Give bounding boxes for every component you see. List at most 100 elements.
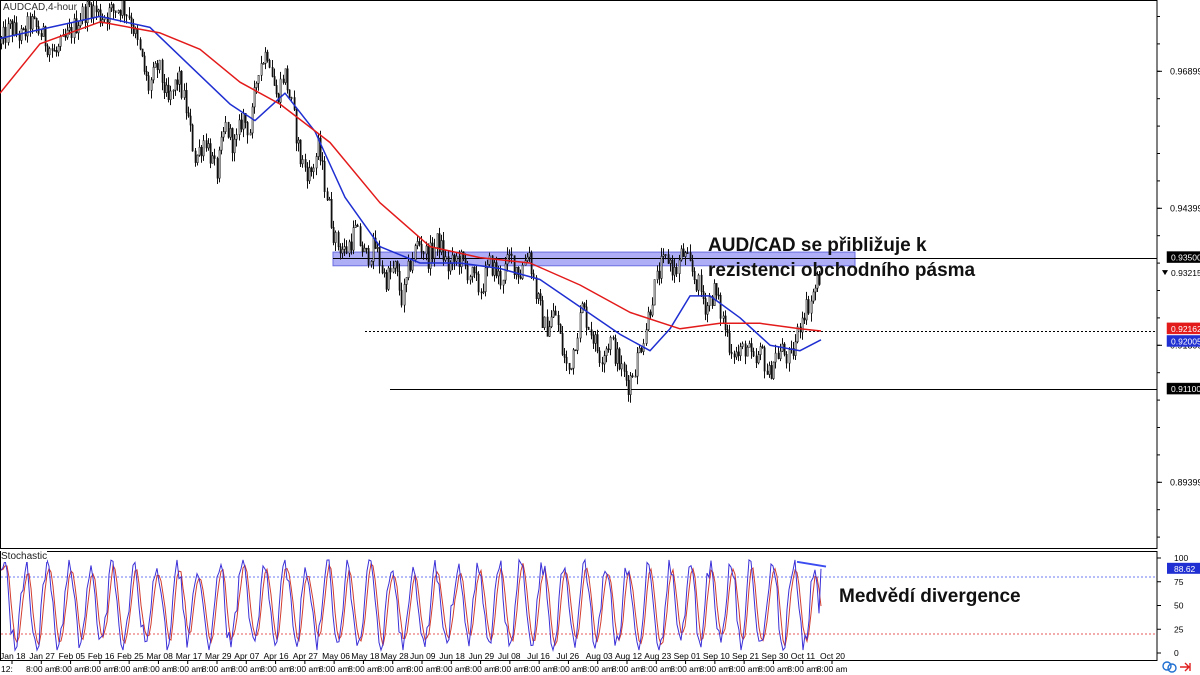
time-axis-date-label: Sep 01	[674, 651, 701, 661]
link-icon[interactable]	[1162, 661, 1177, 673]
candle-body	[403, 284, 406, 306]
candle-body	[161, 59, 164, 83]
candle-body	[794, 341, 797, 356]
candle-body	[462, 251, 465, 259]
candle-body	[706, 305, 709, 315]
candle-body	[400, 289, 403, 306]
candle-body	[548, 326, 551, 337]
candle-body	[275, 85, 278, 95]
candle-body	[354, 224, 357, 228]
candle-body	[730, 351, 733, 355]
candle-body	[7, 23, 10, 43]
candle-body	[414, 245, 417, 261]
time-axis-date-label: Apr 16	[264, 651, 289, 661]
time-axis-date-label: Aug 03	[586, 651, 613, 661]
candle-body	[792, 348, 795, 356]
candle-body	[348, 241, 351, 254]
candle-body	[411, 259, 414, 271]
candle-body	[284, 68, 287, 83]
candle-body	[4, 26, 7, 43]
stochastic-d-line	[0, 562, 822, 647]
candle-body	[326, 191, 329, 201]
candle-body	[453, 254, 456, 262]
candle-body	[519, 276, 522, 279]
time-axis-time-label: 8:00 am	[758, 664, 789, 674]
candle-body	[108, 7, 111, 23]
candle-body	[702, 291, 705, 299]
time-axis-time-label: 8:00 am	[377, 664, 408, 674]
candle-body	[438, 233, 441, 253]
time-axis-time-label: 8:00 am	[700, 664, 731, 674]
candle-body	[497, 270, 500, 277]
candle-body	[427, 245, 430, 269]
candle-body	[268, 60, 271, 68]
candle-body	[631, 375, 634, 378]
candle-body	[594, 334, 597, 344]
candle-body	[444, 256, 447, 261]
time-axis-time-label: 8:00 am	[85, 664, 116, 674]
candle-body	[722, 315, 725, 319]
candle-body	[202, 140, 205, 157]
candle-body	[770, 365, 773, 379]
candle-body	[708, 296, 711, 307]
candle-body	[407, 260, 410, 278]
candle-body	[513, 255, 516, 276]
candle-body	[374, 237, 377, 249]
candle-body	[543, 316, 546, 329]
candle-body	[814, 287, 817, 293]
candle-body	[618, 348, 621, 370]
candle-body	[196, 154, 199, 163]
candle-body	[680, 248, 683, 261]
candle-body	[561, 333, 564, 355]
candle-body	[240, 119, 243, 130]
candle-body	[249, 132, 252, 136]
time-axis-date-label: May 18	[351, 651, 379, 661]
time-axis-date-label: Mar 17	[176, 651, 203, 661]
candle-body	[319, 137, 322, 161]
candle-body	[132, 24, 135, 34]
candle-body	[779, 350, 782, 359]
divergence-trendline	[796, 560, 827, 568]
candle-body	[134, 28, 137, 34]
candle-body	[9, 20, 12, 25]
candle-body	[299, 139, 302, 165]
time-axis-corner-label: 12:	[1, 664, 13, 674]
time-axis-time-label: 8:00 am	[436, 664, 467, 674]
time-axis-time-label: 8:00 am	[290, 664, 321, 674]
candle-body	[796, 326, 799, 343]
candle-body	[343, 246, 346, 250]
time-axis-date-label: Aug 12	[615, 651, 642, 661]
candle-body	[700, 274, 703, 292]
symbol-label: AUDCAD,4-hour	[3, 2, 77, 13]
candle-body	[233, 138, 236, 154]
time-axis-time-label: 8:00 am	[231, 664, 262, 674]
candle-body	[315, 156, 318, 169]
candle-body	[293, 97, 296, 110]
candle-body	[106, 16, 109, 23]
candle-body	[759, 346, 762, 355]
main-plot-frame	[0, 0, 1158, 549]
arrow-right-icon[interactable]	[1180, 662, 1191, 672]
candle-body	[807, 299, 810, 314]
candle-body	[440, 240, 443, 253]
candle-body	[372, 237, 375, 262]
price-tag-current: 0.93215	[1162, 267, 1200, 279]
chart-toolbar	[1162, 661, 1191, 673]
candle-body	[508, 253, 511, 256]
candle-body	[748, 343, 751, 348]
candle-body	[704, 298, 707, 315]
candle-body	[220, 136, 223, 151]
candle-body	[381, 265, 384, 273]
candle-body	[614, 338, 617, 364]
candle-body	[84, 6, 87, 24]
candle-body	[53, 50, 56, 52]
candle-body	[20, 28, 23, 41]
divergence-annotation: Medvědí divergence	[839, 585, 1021, 609]
candle-body	[521, 264, 524, 279]
candle-body	[766, 370, 769, 375]
candle-body	[405, 277, 408, 285]
candle-body	[546, 316, 549, 337]
candle-body	[574, 349, 577, 352]
candle-body	[682, 248, 685, 257]
candle-body	[398, 270, 401, 291]
